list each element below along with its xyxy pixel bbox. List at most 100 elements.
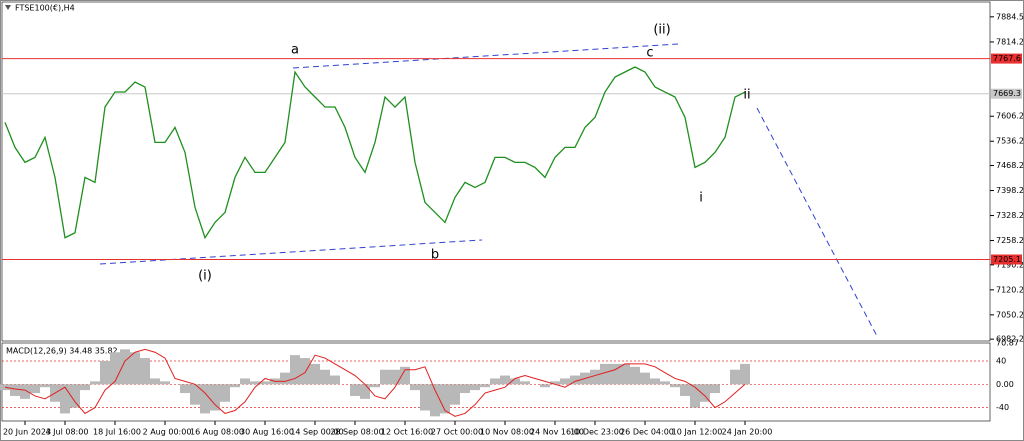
macd-bar — [190, 384, 200, 405]
macd-bar — [130, 352, 140, 385]
x-tick-label: 30 Aug 16:00 — [240, 428, 294, 437]
macd-bar — [390, 369, 400, 385]
macd-bar — [670, 384, 680, 388]
wave-label: (ii) — [653, 23, 670, 38]
macd-bar — [180, 384, 190, 394]
macd-bar — [680, 384, 690, 396]
macd-bar — [20, 384, 30, 399]
macd-bar — [150, 378, 160, 385]
macd-bar — [470, 384, 480, 391]
symbol-icon — [5, 5, 11, 10]
macd-bar — [300, 358, 310, 385]
macd-bar — [360, 384, 370, 399]
macd-bar — [700, 384, 710, 402]
signal-line — [4, 348, 746, 417]
price-label-box — [991, 254, 1022, 265]
macd-bar — [330, 375, 340, 385]
macd-bar — [610, 363, 620, 385]
macd-bar — [350, 384, 360, 396]
macd-bar — [260, 381, 270, 385]
wave-label: b — [431, 248, 439, 263]
y-tick-label: 7120.2 — [996, 285, 1024, 294]
macd-bar — [630, 366, 640, 385]
x-tick-label: 10 Jan 12:00 — [672, 428, 723, 437]
macd-bar — [440, 384, 450, 414]
main-panel — [1, 1, 991, 342]
macd-bar — [490, 378, 500, 385]
y-tick-label: 7398.2 — [996, 186, 1024, 195]
x-tick-label: 26 Dec 04:00 — [620, 428, 674, 437]
macd-bar — [10, 384, 20, 396]
wave-label: (i) — [198, 269, 212, 284]
macd-bar — [280, 372, 290, 385]
macd-bar — [370, 384, 380, 388]
y-tick-label: 7884.5 — [996, 12, 1024, 21]
macd-bar — [40, 384, 50, 388]
wave-label: a — [291, 43, 299, 58]
y-tick-label: -40 — [996, 403, 1009, 412]
price-label: 7205.1 — [993, 255, 1021, 264]
macd-bar — [710, 384, 720, 394]
macd-bar — [70, 384, 80, 408]
macd-bar — [450, 384, 460, 405]
x-tick-label: 14 Sep 00:00 — [290, 428, 343, 437]
x-tick-label: 28 Sep 08:00 — [330, 428, 383, 437]
macd-bar — [60, 384, 70, 414]
macd-bar — [250, 381, 260, 385]
macd-bar — [420, 384, 430, 411]
x-tick-label: 4 Jul 08:00 — [46, 428, 89, 437]
macd-bar — [80, 384, 90, 391]
macd-bar — [140, 358, 150, 385]
price-label-box — [991, 88, 1022, 99]
macd-bar — [690, 384, 700, 408]
y-tick-label: 6982.2 — [996, 335, 1024, 344]
macd-bar — [160, 381, 170, 385]
macd-bar — [570, 375, 580, 385]
macd-bar — [90, 381, 100, 385]
y-tick-label: 7050.2 — [996, 310, 1024, 319]
macd-bar — [660, 381, 670, 385]
macd-bar — [310, 363, 320, 385]
macd-bar — [590, 369, 600, 385]
macd-bar — [200, 384, 210, 414]
macd-title: MACD(12,26,9) 34.48 35.82 — [6, 347, 118, 356]
price-label: 7669.3 — [993, 89, 1021, 98]
macd-bar — [100, 360, 110, 385]
macd-bar — [290, 355, 300, 385]
macd-bar — [410, 384, 420, 391]
macd-bar — [320, 369, 330, 385]
x-tick-label: 2 Aug 00:00 — [143, 428, 192, 437]
x-tick-label: 20 Jun 2023 — [3, 428, 51, 437]
chart-title: FTSE100(€),H4 — [15, 4, 75, 13]
macd-bar — [380, 369, 390, 385]
price-label-box — [991, 53, 1022, 64]
macd-bar — [210, 384, 220, 411]
forecast-line — [756, 107, 879, 339]
x-tick-label: 10 Nov 08:00 — [480, 428, 534, 437]
macd-bar — [650, 378, 660, 385]
macd-bar — [240, 378, 250, 385]
x-tick-label: 24 Nov 16:00 — [530, 428, 584, 437]
macd-bar — [540, 384, 550, 388]
y-tick-label: 70.87 — [996, 339, 1019, 348]
macd-bar — [600, 363, 610, 385]
macd-bar — [550, 381, 560, 385]
macd-bar — [230, 384, 240, 388]
x-tick-label: 27 Oct 00:00 — [431, 428, 483, 437]
y-tick-label: 7536.2 — [996, 137, 1024, 146]
y-tick-label: 7814.2 — [996, 37, 1024, 46]
price-label: 7767.6 — [993, 54, 1021, 63]
macd-bar — [460, 384, 470, 394]
y-tick-label: 0.00 — [996, 380, 1014, 389]
macd-bar — [740, 363, 750, 385]
x-tick-label: 16 Aug 08:00 — [190, 428, 244, 437]
y-tick-label: 7468.2 — [996, 161, 1024, 170]
y-tick-label: 40 — [996, 356, 1006, 365]
wave-label: c — [646, 46, 653, 61]
y-tick-label: 7606.2 — [996, 112, 1024, 121]
y-tick-label: 7258.2 — [996, 236, 1024, 245]
y-tick-label: 7190.2 — [996, 260, 1024, 269]
wave-label: ii — [743, 88, 750, 103]
y-tick-label: 7328.2 — [996, 211, 1024, 220]
macd-bar — [620, 363, 630, 385]
